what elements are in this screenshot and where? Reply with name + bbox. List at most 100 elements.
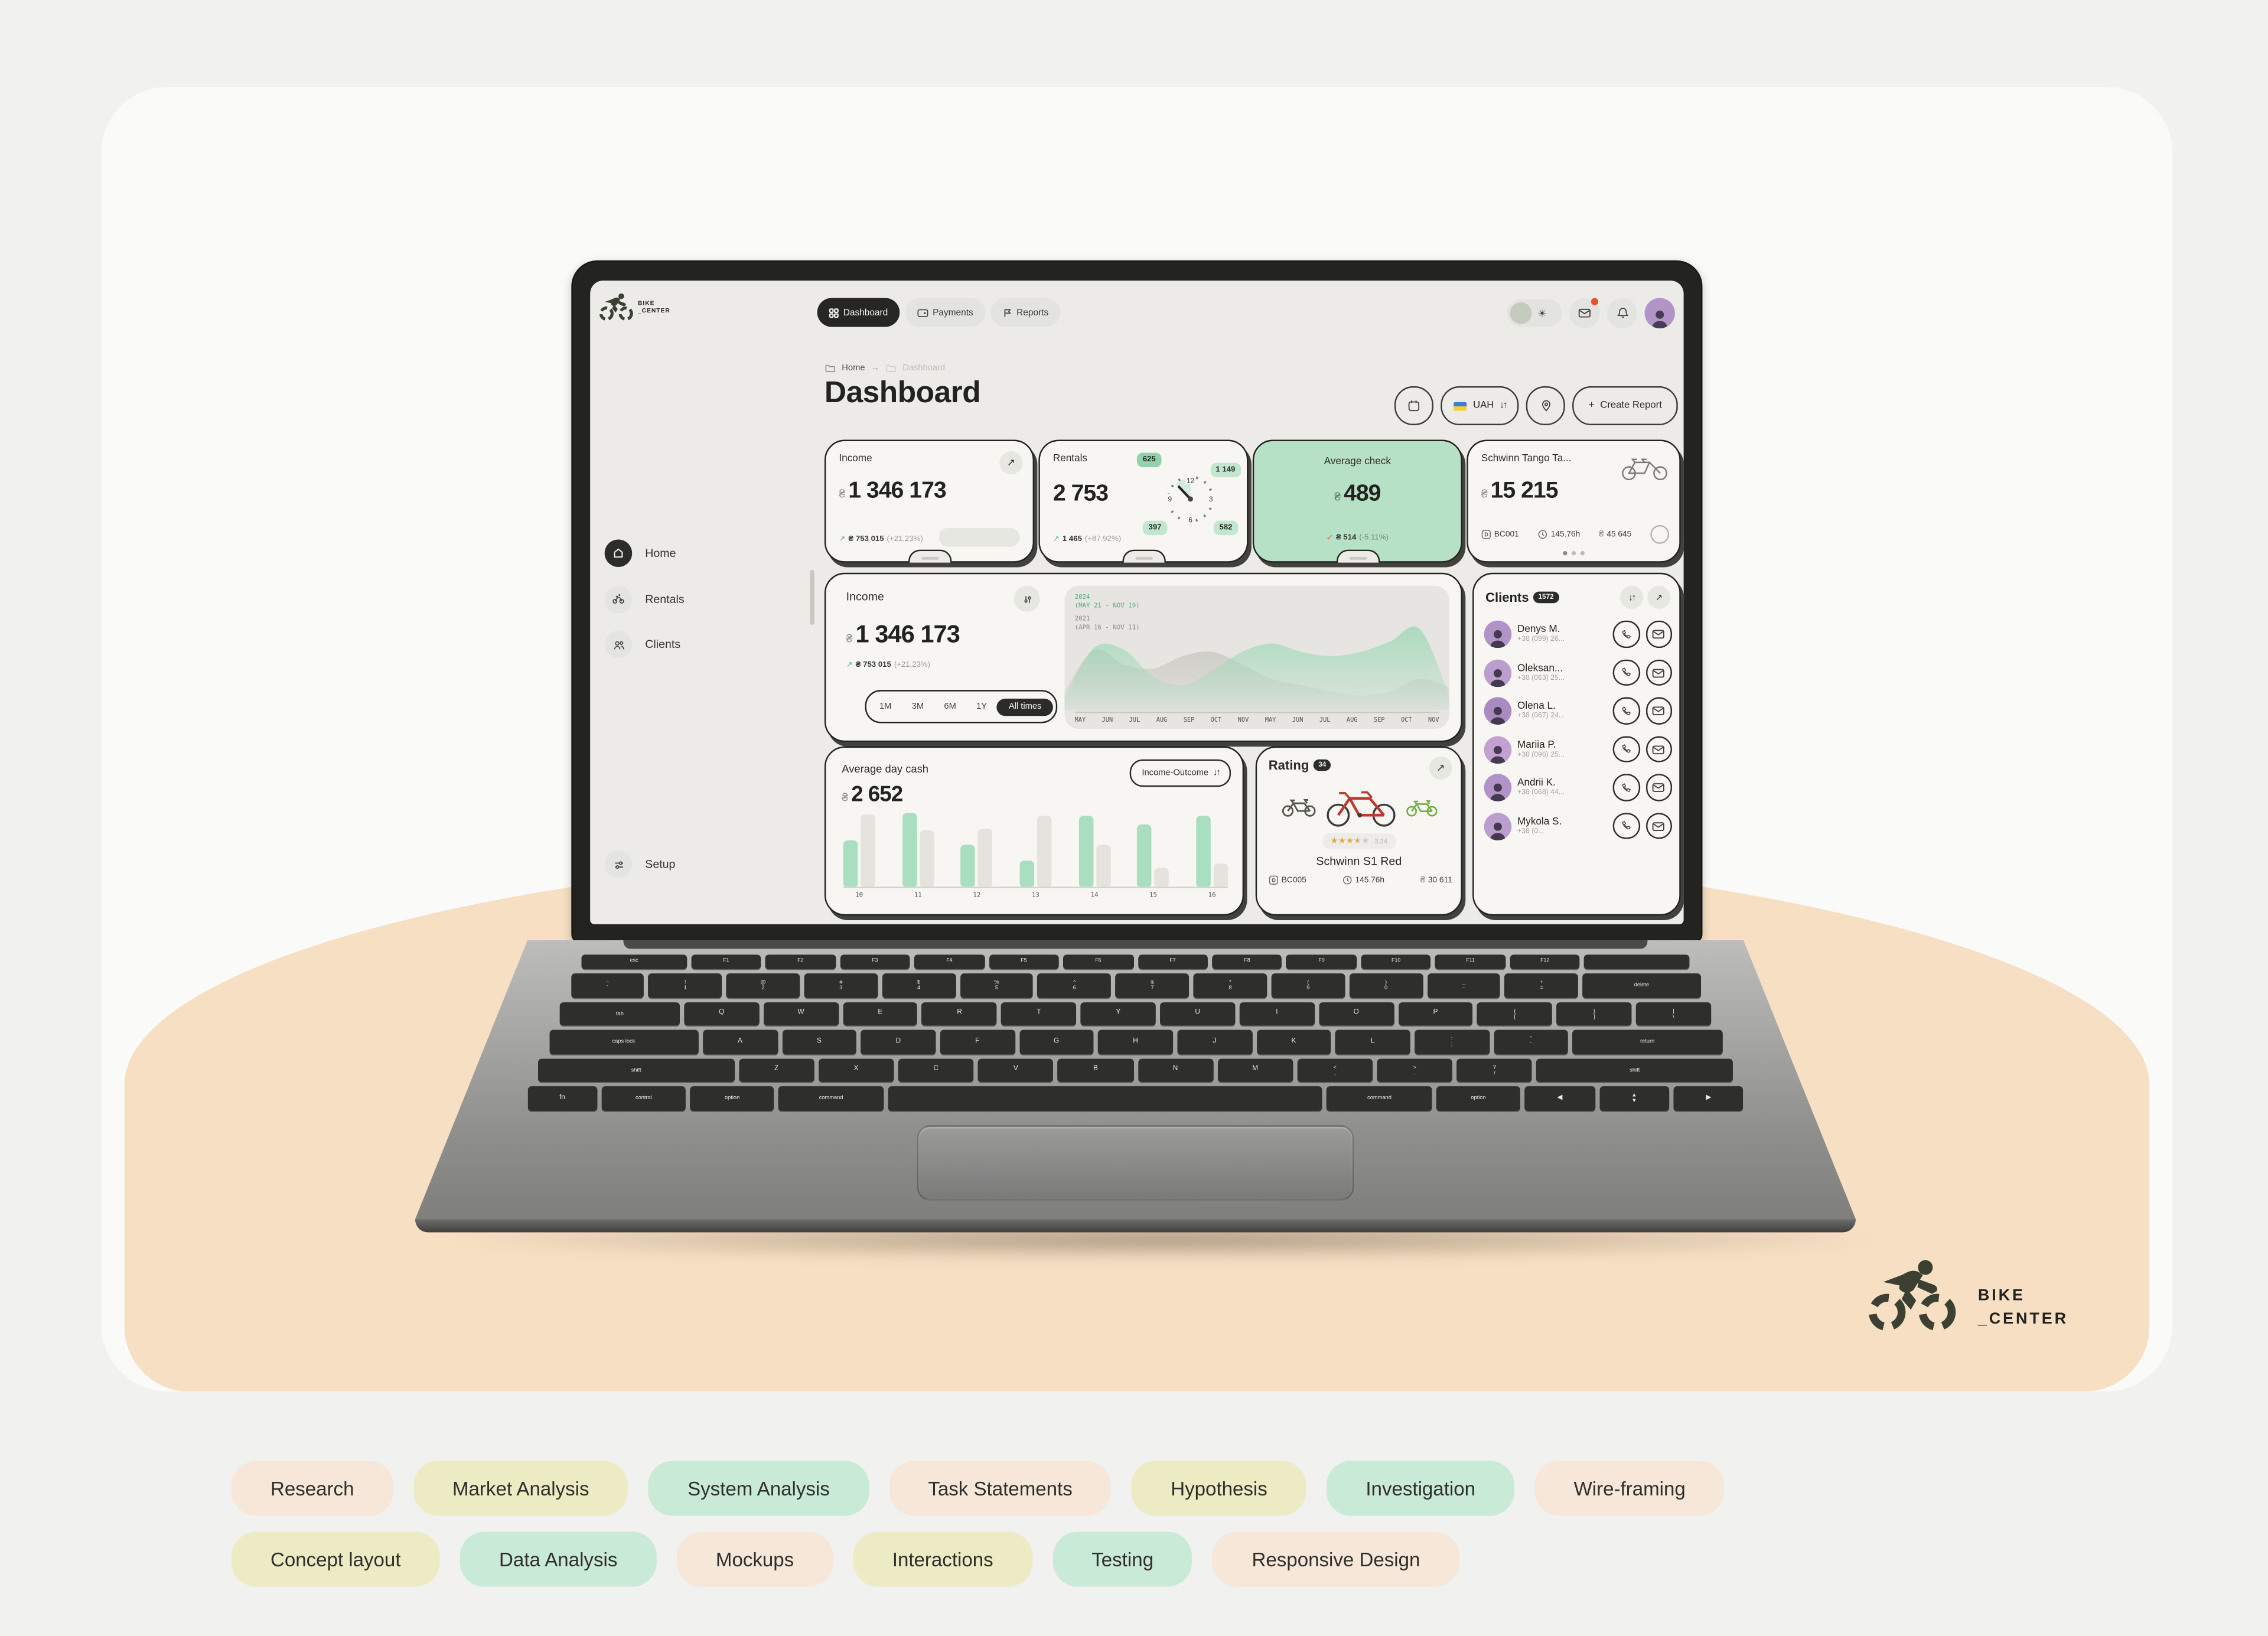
x-tick: JUL xyxy=(1319,716,1331,724)
project-tags: Research Market Analysis System Analysis Ta… xyxy=(231,1461,2083,1602)
mail-icon xyxy=(1578,308,1591,318)
bar-group: 13 xyxy=(1019,815,1052,900)
key-command: command xyxy=(1327,1086,1432,1110)
bar-label: 10 xyxy=(855,892,863,900)
sidebar-item-home[interactable]: Home xyxy=(604,539,676,568)
sidebar-item-setup[interactable]: Setup xyxy=(604,850,675,878)
client-row[interactable]: Andrii K. +38 (068) 44... xyxy=(1484,774,1673,801)
client-row[interactable]: Olena L. +38 (067) 24... xyxy=(1484,697,1673,725)
laptop-hinge xyxy=(624,940,1647,949)
breadcrumb-item[interactable]: Dashboard xyxy=(902,363,946,373)
top-bike-card[interactable]: Schwinn Tango Ta... ₴ 15 215 BC001 145.76… xyxy=(1467,439,1681,563)
key-H: H xyxy=(1098,1029,1173,1054)
rating-card: Rating 34 ↗ ★★★★★ 3.24 Schwinn S1 Red BC00… xyxy=(1255,746,1462,916)
key-tab: tab xyxy=(559,1001,680,1026)
mail-button[interactable] xyxy=(1645,735,1673,763)
bar-group: 14 xyxy=(1078,815,1110,900)
flag-icon xyxy=(1002,307,1012,317)
bike-rider-logo-icon xyxy=(1868,1257,1958,1331)
outcome-bar xyxy=(919,830,934,887)
calendar-button[interactable] xyxy=(1394,386,1435,426)
create-report-button[interactable]: + Create Report xyxy=(1572,386,1678,426)
income-outcome-toggle[interactable]: Income-Outcome ↓↑ xyxy=(1130,759,1231,787)
call-button[interactable] xyxy=(1612,812,1640,840)
client-name: Mykola S. xyxy=(1517,816,1562,827)
filter-sliders-button[interactable] xyxy=(1014,585,1040,612)
mail-button[interactable] xyxy=(1645,774,1673,801)
key-M: M xyxy=(1217,1058,1293,1082)
bar-chart: 10 11 12 13 14 15 16 xyxy=(843,809,1228,901)
key-F4: F4 xyxy=(914,954,985,969)
bell-icon xyxy=(1616,307,1628,320)
tab-payments[interactable]: Payments xyxy=(905,298,985,327)
brand-line1: BIKE xyxy=(1977,1288,2025,1305)
filter-6m[interactable]: 6M xyxy=(944,702,956,711)
call-button[interactable] xyxy=(1612,735,1640,763)
call-button[interactable] xyxy=(1612,621,1640,648)
mail-button[interactable] xyxy=(1569,298,1600,328)
trend-up-icon: ↗ xyxy=(839,535,846,544)
folder-icon xyxy=(825,363,836,373)
breadcrumb-item[interactable]: Home xyxy=(842,363,865,373)
income-stat-card[interactable]: Income ↗ ₴ 1 346 173 ↗ ₴ 753 015 (+21,23%) xyxy=(824,439,1035,563)
wallet-icon xyxy=(917,307,928,317)
bell-button[interactable] xyxy=(1606,298,1638,328)
rentals-stat-card[interactable]: Rentals 2 753 ↗ 1 465 (+87.92%) 12 3 6 9 62… xyxy=(1038,439,1249,563)
filter-1m[interactable]: 1M xyxy=(879,702,892,711)
sort-clients-button[interactable]: ↓↑ xyxy=(1619,585,1644,610)
theme-toggle[interactable]: ☀ xyxy=(1507,299,1562,327)
x-tick: SEP xyxy=(1373,716,1385,724)
client-row[interactable]: Denys M. +38 (099) 26... xyxy=(1484,620,1673,648)
bar-group: 15 xyxy=(1137,824,1169,900)
x-tick: OCT xyxy=(1210,716,1222,724)
average-check-card[interactable]: Average check ₴ 489 ↙ ₴ 514 (-5.11%) xyxy=(1252,439,1462,563)
client-row[interactable]: Mykola S. +38 (0... xyxy=(1484,812,1673,840)
call-button[interactable] xyxy=(1612,659,1640,686)
client-name: Mariia P. xyxy=(1517,739,1556,750)
tab-dashboard[interactable]: Dashboard xyxy=(817,298,900,327)
expand-button[interactable]: ↗ xyxy=(1429,756,1452,780)
tab-reports[interactable]: Reports xyxy=(990,298,1060,327)
sidebar-item-rentals[interactable]: Rentals xyxy=(604,585,685,613)
bar-group: 16 xyxy=(1196,815,1228,900)
sidebar-scrollbar[interactable] xyxy=(810,569,814,625)
filter-3m[interactable]: 3M xyxy=(911,702,924,711)
sidebar-item-clients[interactable]: Clients xyxy=(604,630,680,659)
svg-text:9: 9 xyxy=(1168,495,1172,503)
mail-button[interactable] xyxy=(1645,659,1673,686)
clients-list: Denys M. +38 (099) 26... Oleksan... +38 (0… xyxy=(1484,620,1673,911)
filter-1y[interactable]: 1Y xyxy=(976,702,988,711)
currency-select[interactable]: UAH ↓↑ xyxy=(1441,386,1520,426)
id-badge-icon xyxy=(1269,875,1279,885)
mail-button[interactable] xyxy=(1645,621,1673,648)
open-clients-button[interactable]: ↗ xyxy=(1647,585,1671,610)
carousel-dots[interactable] xyxy=(1563,551,1585,556)
hero-card: BIKE _CENTER Dashboard Payments Reports ☀ H… xyxy=(101,86,2173,1391)
delta-amount: ₴ 753 015 xyxy=(855,661,891,670)
tag-wire-framing: Wire-framing xyxy=(1534,1461,1725,1516)
client-phone: +38 (068) 44... xyxy=(1517,788,1565,797)
client-row[interactable]: Oleksan... +38 (063) 25... xyxy=(1484,659,1673,687)
client-row[interactable]: Mariia P. +38 (096) 25... xyxy=(1484,735,1673,763)
bike-hours: 145.76h xyxy=(1355,875,1385,885)
key-F12: F12 xyxy=(1510,954,1581,969)
svg-text:6: 6 xyxy=(1188,516,1192,524)
bike-carousel[interactable] xyxy=(1257,783,1461,832)
income-bar xyxy=(843,840,858,887)
sun-icon: ☀ xyxy=(1537,308,1547,320)
filter-all-times[interactable]: All times xyxy=(997,698,1053,716)
key-▲-▼: ▲ ▼ xyxy=(1599,1086,1670,1110)
mail-button[interactable] xyxy=(1645,812,1673,840)
client-name: Oleksan... xyxy=(1517,663,1563,674)
user-avatar[interactable] xyxy=(1644,298,1675,328)
key-F6: F6 xyxy=(1063,954,1133,969)
key-L: L xyxy=(1335,1029,1410,1054)
call-button[interactable] xyxy=(1612,774,1640,801)
key-}-]: } ] xyxy=(1556,1001,1632,1026)
expand-button[interactable]: ↗ xyxy=(999,451,1023,475)
location-button[interactable] xyxy=(1526,386,1566,426)
mail-button[interactable] xyxy=(1645,698,1673,725)
tag-mockups: Mockups xyxy=(676,1531,833,1587)
bike-revenue-value: 15 215 xyxy=(1490,478,1559,504)
call-button[interactable] xyxy=(1612,698,1640,725)
